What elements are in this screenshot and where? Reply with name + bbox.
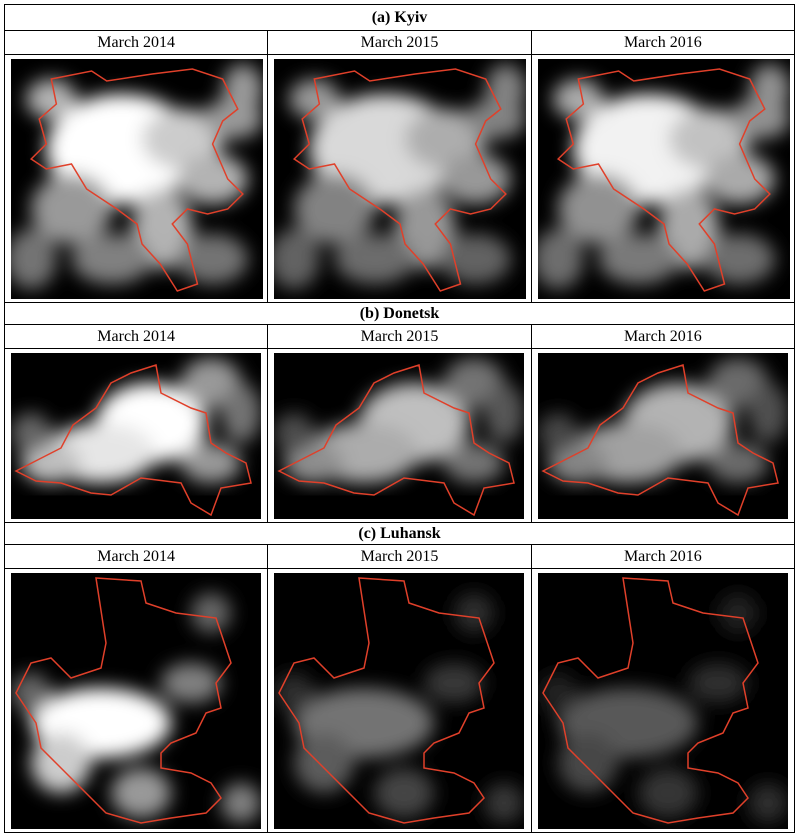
night-light-image-luhansk-2015 [268,569,532,832]
light-cluster [222,64,263,114]
night-light-glow [274,64,527,289]
light-cluster [547,443,608,483]
light-cluster [191,593,231,633]
light-cluster [71,234,153,284]
column-labels-donetsk: March 2014 March 2015 March 2016 [5,325,794,349]
light-cluster [177,234,248,284]
light-cluster [703,234,775,284]
light-cluster [274,673,315,713]
column-label: March 2015 [268,325,532,348]
light-cluster [374,768,435,818]
city-boundary-outline [556,68,771,292]
images-donetsk [5,349,794,523]
light-cluster [11,229,57,289]
city-boundary-outline [278,577,496,824]
light-cluster [598,234,679,284]
light-cluster [274,413,315,453]
light-cluster [557,733,618,793]
light-cluster [537,673,578,713]
light-cluster [537,413,578,453]
light-cluster [142,109,223,169]
images-kyiv [5,55,794,303]
light-cluster [289,79,340,119]
light-cluster [486,64,527,114]
light-cluster [31,733,91,793]
light-cluster [221,783,261,823]
section-title-kyiv: (a) Kyiv [5,5,794,31]
light-cluster [334,234,416,284]
city-boundary-outline [541,577,759,824]
column-label: March 2014 [5,325,269,348]
city-boundary-outline [14,364,252,517]
figure-table: (a) Kyiv March 2014 March 2015 March 201… [4,4,795,833]
city-boundary-outline [15,577,232,824]
night-light-image-kyiv-2016 [532,55,794,302]
light-cluster [747,783,788,823]
light-cluster [668,109,750,169]
images-luhansk [5,569,794,832]
column-label: March 2014 [5,31,269,54]
light-cluster [537,229,584,289]
light-cluster [405,109,487,169]
light-cluster [637,768,698,818]
light-cluster [21,443,81,483]
column-label: March 2014 [5,545,269,568]
light-cluster [177,154,248,204]
night-light-image-donetsk-2014 [5,349,269,522]
column-labels-luhansk: March 2014 March 2015 March 2016 [5,545,794,569]
city-boundary-outline [277,364,516,517]
light-cluster [484,383,525,443]
light-cluster [221,383,261,443]
light-cluster [552,79,604,119]
column-label: March 2015 [268,31,532,54]
light-cluster [294,733,355,793]
night-light-glow [11,593,261,823]
section-title-luhansk: (c) Luhansk [5,523,794,545]
city-boundary-outline [29,68,244,292]
light-cluster [717,593,758,633]
light-cluster [484,783,525,823]
night-light-glow [537,593,788,823]
light-cluster [747,383,788,443]
column-label: March 2016 [623,548,702,565]
light-cluster [26,79,77,119]
light-cluster [111,768,171,818]
night-light-glow [11,358,261,483]
night-light-image-kyiv-2015 [268,55,532,302]
light-cluster [444,443,505,483]
city-boundary-outline [540,364,779,517]
column-label: March 2016 [623,34,702,51]
light-cluster [454,593,495,633]
light-cluster [703,154,775,204]
light-cluster [424,663,485,703]
light-cluster [749,64,790,114]
night-light-image-luhansk-2014 [5,569,269,832]
night-light-glow [537,358,788,483]
light-cluster [161,663,221,703]
section-title-donetsk: (b) Donetsk [5,303,794,325]
light-cluster [11,673,51,713]
night-light-glow [274,593,525,823]
column-label: March 2016 [623,328,702,345]
light-cluster [440,154,512,204]
night-light-glow [537,64,790,289]
night-light-image-luhansk-2016 [532,569,794,832]
light-cluster [284,443,345,483]
night-light-image-donetsk-2016 [532,349,794,522]
night-light-glow [274,358,525,483]
column-label: March 2015 [268,545,532,568]
light-cluster [687,663,748,703]
column-labels-kyiv: March 2014 March 2015 March 2016 [5,31,794,55]
city-boundary-outline [293,68,508,292]
light-cluster [11,413,51,453]
light-cluster [181,443,241,483]
light-cluster [707,443,768,483]
night-light-image-kyiv-2014 [5,55,269,302]
light-cluster [440,234,512,284]
light-cluster [274,229,320,289]
night-light-image-donetsk-2015 [268,349,532,522]
